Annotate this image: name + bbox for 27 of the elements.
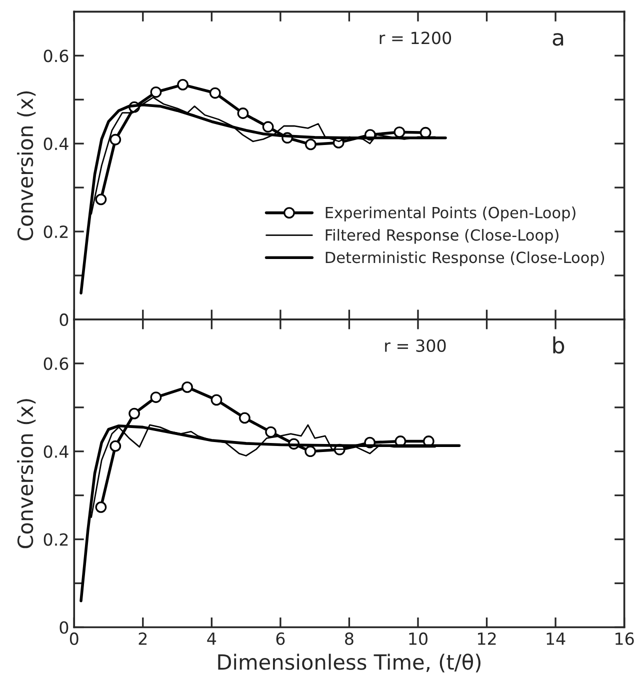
x-tick-label: 16 — [616, 632, 634, 645]
x-tick-label: 2 — [138, 632, 147, 645]
x-tick-label: 12 — [478, 632, 496, 645]
annotation: a — [552, 33, 564, 46]
x-tick-label: 10 — [409, 632, 428, 645]
legend-label: Experimental Points (Open-Loop) — [326, 206, 576, 222]
annotation: r = 300 — [385, 339, 446, 352]
y-tick-label: 0 — [60, 621, 68, 634]
annotation: r = 1200 — [380, 32, 452, 44]
y-tick-label: 0.4 — [44, 445, 68, 458]
x-tick-label: 0 — [70, 632, 78, 645]
y-axis-title: Conversion (x) — [17, 91, 36, 240]
y-axis-title: Conversion (x) — [17, 399, 36, 548]
x-tick-label: 4 — [207, 632, 216, 645]
x-tick-label: 8 — [345, 632, 354, 645]
y-tick-label: 0.2 — [44, 533, 68, 546]
y-tick-label: 0.6 — [44, 50, 68, 62]
x-axis-title: Dimensionless Time, (t/θ) — [218, 654, 480, 672]
annotation: b — [553, 336, 564, 354]
y-tick-label: 0.6 — [44, 357, 68, 370]
y-tick-label: 0.4 — [44, 138, 68, 150]
x-tick-label: 6 — [276, 632, 285, 645]
y-tick-label: 0 — [60, 313, 68, 326]
legend-label: Deterministic Response (Close-Loop) — [326, 251, 604, 266]
legend-label: Filtered Response (Close-Loop) — [326, 228, 558, 244]
x-tick-label: 14 — [546, 632, 566, 645]
y-tick-label: 0.2 — [44, 225, 68, 238]
